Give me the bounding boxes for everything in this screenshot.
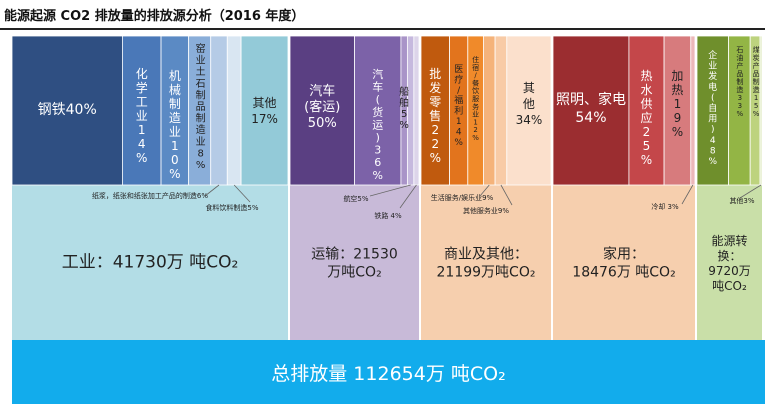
subcategory-box bbox=[289, 35, 355, 186]
subcategory-box bbox=[354, 35, 402, 186]
subcategory-box bbox=[482, 35, 496, 186]
subcategory-label: 其他 34% bbox=[516, 81, 543, 127]
sector-band-transport bbox=[290, 185, 419, 340]
sector-label-transport: 运输：21530 万吨CO₂ bbox=[311, 247, 398, 281]
total-band bbox=[12, 340, 765, 404]
subcategory-label: 铁路 4% bbox=[374, 211, 402, 220]
title-rule bbox=[0, 28, 765, 30]
subcategory-box bbox=[11, 35, 123, 186]
sector-band-home bbox=[553, 185, 695, 340]
leader-line bbox=[233, 184, 251, 203]
total-label: 总排放量 112654万 吨CO₂ bbox=[271, 363, 505, 385]
leader-line bbox=[369, 184, 411, 197]
subcategory-label: 煤炭产品制造 1 5% bbox=[753, 45, 760, 118]
subcategory-box bbox=[506, 35, 552, 186]
subcategory-label: 照明、家电 54% bbox=[556, 91, 626, 126]
subcategory-label: 住宿/餐饮服务业 1 2% bbox=[472, 55, 479, 142]
subcategory-label: 钢铁40% bbox=[38, 102, 97, 118]
sector-band-energy bbox=[697, 185, 762, 340]
leader-line bbox=[500, 184, 513, 206]
subcategory-box bbox=[628, 35, 665, 186]
subcategory-label: 其他 17% bbox=[251, 96, 278, 126]
leader-line bbox=[681, 184, 694, 205]
leader-line bbox=[204, 184, 220, 197]
subcategory-box bbox=[226, 35, 242, 186]
subcategory-label: 船舶 5% bbox=[399, 85, 409, 131]
subcategory-label: 加热 1 9% bbox=[671, 69, 683, 139]
subcategory-box bbox=[759, 35, 763, 186]
subcategory-box bbox=[552, 35, 630, 186]
subcategory-label: 化学工业 1 4% bbox=[136, 67, 148, 165]
subcategory-box bbox=[696, 35, 729, 186]
subcategory-box bbox=[406, 35, 415, 186]
subcategory-box bbox=[690, 35, 696, 186]
subcategory-box bbox=[494, 35, 508, 186]
sector-band-industry bbox=[12, 185, 288, 340]
subcategory-box bbox=[240, 35, 289, 186]
subcategory-label: 医疗/福利 1 4% bbox=[454, 64, 463, 148]
subcategory-box bbox=[413, 35, 420, 186]
subcategory-label: 航空5% bbox=[343, 194, 368, 203]
subcategory-label: 批发零售 2 2% bbox=[429, 66, 441, 165]
subcategory-label: 食料饮料制造5% bbox=[205, 203, 258, 212]
subcategory-label: 其他服务业9% bbox=[463, 206, 509, 215]
subcategory-box bbox=[210, 35, 228, 186]
subcategory-label: 生活服务/娱乐业9% bbox=[431, 193, 494, 202]
sector-label-energy: 能源转换： 9720万吨CO₂ bbox=[708, 233, 751, 293]
leader-line bbox=[479, 184, 490, 197]
subcategory-label: 汽车(货运) 3 6% bbox=[372, 67, 383, 182]
page-title: 能源起源 CO2 排放量的排放源分析（2016 年度） bbox=[4, 9, 305, 24]
leader-line bbox=[399, 184, 417, 209]
subcategory-label: 其他3% bbox=[729, 196, 754, 205]
subcategory-label: 冷却 3% bbox=[651, 202, 679, 211]
subcategory-label: 窑业土石制品制造业 8% bbox=[196, 42, 206, 171]
sector-label-commerce: 商业及其他： 21199万吨CO₂ bbox=[437, 247, 536, 281]
subcategory-label: 汽车(客运) 50% bbox=[304, 83, 340, 131]
subcategory-label: 纸浆，纸张和纸张加工产品的制造6% bbox=[92, 191, 208, 200]
sector-label-industry: 工业：41730万 吨CO₂ bbox=[62, 253, 239, 273]
subcategory-box bbox=[420, 35, 451, 186]
subcategory-box bbox=[122, 35, 162, 186]
leader-line bbox=[739, 184, 762, 199]
subcategory-label: 热水供应 2 5% bbox=[640, 69, 652, 167]
subcategory-label: 企业发电(自用) 4 8% bbox=[708, 49, 717, 167]
subcategory-box bbox=[663, 35, 692, 186]
sector-label-home: 家用： 18476万 吨CO₂ bbox=[572, 246, 675, 281]
subcategory-label: 机械制造业 1 0% bbox=[169, 69, 181, 181]
sector-band-commerce bbox=[421, 185, 551, 340]
subcategory-label: 石油产品制造 3 3% bbox=[736, 46, 743, 118]
